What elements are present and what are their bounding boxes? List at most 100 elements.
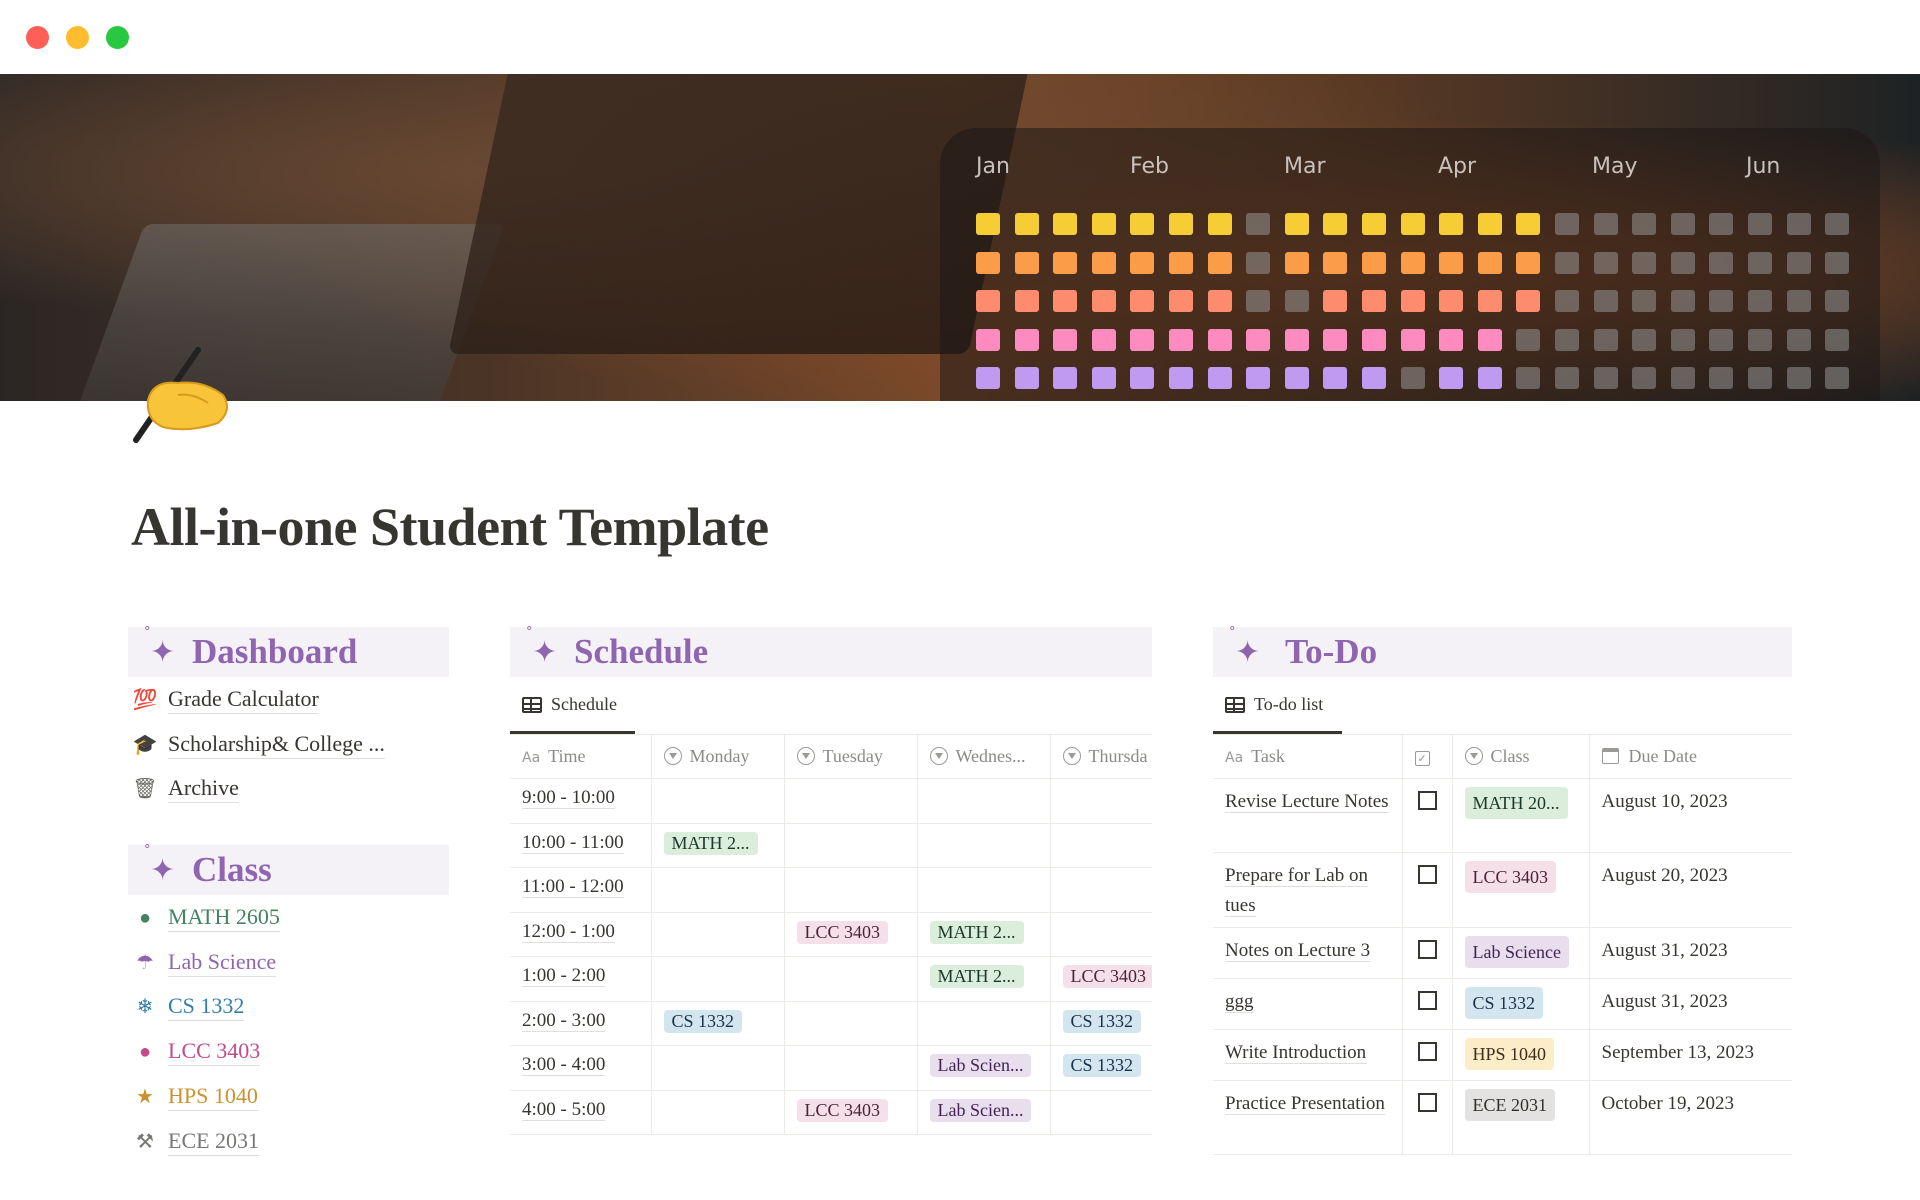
done-checkbox[interactable] — [1417, 991, 1437, 1010]
task-cell[interactable]: Notes on Lecture 3 — [1213, 927, 1403, 979]
due-date-cell[interactable]: August 20, 2023 — [1588, 852, 1792, 928]
class-cell[interactable]: HPS 1040 — [1451, 1029, 1590, 1081]
day-cell[interactable] — [783, 778, 918, 824]
day-cell[interactable] — [650, 778, 785, 824]
day-cell[interactable] — [1049, 867, 1152, 913]
day-cell[interactable] — [783, 1045, 918, 1091]
task-cell[interactable]: Prepare for Lab on tues — [1213, 852, 1403, 928]
close-window-button[interactable] — [26, 26, 49, 49]
table-row[interactable]: 11:00 - 12:00 — [510, 867, 1152, 913]
column-header[interactable]: Thursda — [1049, 734, 1152, 779]
column-header[interactable]: Wednes... — [916, 734, 1051, 779]
sidebar-item-hps-1040[interactable]: ★ HPS 1040 — [132, 1083, 258, 1111]
time-cell[interactable]: 4:00 - 5:00 — [510, 1089, 652, 1135]
day-cell[interactable] — [916, 778, 1051, 824]
table-row[interactable]: ggg CS 1332 August 31, 2023 — [1213, 978, 1792, 1030]
tab-schedule-view[interactable]: Schedule — [522, 694, 617, 715]
day-cell[interactable]: Lab Scien... — [916, 1045, 1051, 1091]
day-cell[interactable]: MATH 2... — [916, 911, 1051, 957]
time-cell[interactable]: 10:00 - 11:00 — [510, 822, 652, 868]
column-header[interactable]: Monday — [650, 734, 785, 779]
table-row[interactable]: Prepare for Lab on tues LCC 3403 August 20… — [1213, 852, 1792, 928]
sidebar-item-lab-science[interactable]: ☂ Lab Science — [132, 949, 277, 977]
day-cell[interactable] — [650, 1045, 785, 1091]
task-cell[interactable]: Write Introduction — [1213, 1029, 1403, 1081]
column-header[interactable]: ✓ — [1401, 734, 1453, 779]
column-header[interactable]: Tuesday — [783, 734, 918, 779]
time-cell[interactable]: 3:00 - 4:00 — [510, 1045, 652, 1091]
day-cell[interactable] — [1049, 778, 1152, 824]
day-cell[interactable]: LCC 3403 — [1049, 956, 1152, 1002]
sidebar-item-grade-calculator[interactable]: 💯 Grade Calculator — [132, 686, 319, 714]
done-checkbox[interactable] — [1417, 1093, 1437, 1112]
day-cell[interactable] — [650, 911, 785, 957]
table-row[interactable]: 12:00 - 1:00 LCC 3403 MATH 2... — [510, 911, 1152, 957]
done-checkbox[interactable] — [1417, 865, 1437, 884]
sidebar-item-archive[interactable]: 🗑 Archive — [132, 775, 239, 804]
table-row[interactable]: 3:00 - 4:00 Lab Scien... CS 1332 — [510, 1045, 1152, 1091]
minimize-window-button[interactable] — [66, 26, 89, 49]
class-cell[interactable]: MATH 20... — [1451, 778, 1590, 853]
due-date-cell[interactable]: October 19, 2023 — [1588, 1080, 1792, 1155]
due-date-cell[interactable]: August 10, 2023 — [1588, 778, 1792, 853]
day-cell[interactable] — [1049, 822, 1152, 868]
sidebar-item-lcc-3403[interactable]: ● LCC 3403 — [132, 1038, 261, 1067]
day-cell[interactable] — [783, 1000, 918, 1046]
class-cell[interactable]: ECE 2031 — [1451, 1080, 1590, 1155]
task-cell[interactable]: Revise Lecture Notes — [1213, 778, 1403, 853]
day-cell[interactable] — [783, 822, 918, 868]
day-cell[interactable]: CS 1332 — [650, 1000, 785, 1046]
time-cell[interactable]: 2:00 - 3:00 — [510, 1000, 652, 1046]
table-row[interactable]: 9:00 - 10:00 — [510, 778, 1152, 824]
day-cell[interactable] — [1049, 1089, 1152, 1135]
day-cell[interactable] — [1049, 911, 1152, 957]
table-row[interactable]: 2:00 - 3:00 CS 1332 CS 1332 — [510, 1000, 1152, 1046]
maximize-window-button[interactable] — [106, 26, 129, 49]
time-cell[interactable]: 9:00 - 10:00 — [510, 778, 652, 824]
due-date-cell[interactable]: August 31, 2023 — [1588, 927, 1792, 979]
table-row[interactable]: 4:00 - 5:00 LCC 3403 Lab Scien... — [510, 1089, 1152, 1135]
table-row[interactable]: Revise Lecture Notes MATH 20... August 10,… — [1213, 778, 1792, 853]
time-cell[interactable]: 1:00 - 2:00 — [510, 956, 652, 1002]
day-cell[interactable]: Lab Scien... — [916, 1089, 1051, 1135]
sidebar-item-math-2605[interactable]: ● MATH 2605 — [132, 904, 280, 932]
class-cell[interactable]: LCC 3403 — [1451, 852, 1590, 928]
day-cell[interactable] — [650, 867, 785, 913]
day-cell[interactable] — [916, 867, 1051, 913]
time-cell[interactable]: 11:00 - 12:00 — [510, 867, 652, 913]
day-cell[interactable] — [650, 1089, 785, 1135]
day-cell[interactable] — [650, 956, 785, 1002]
due-date-cell[interactable]: September 13, 2023 — [1588, 1029, 1792, 1081]
done-checkbox[interactable] — [1417, 1042, 1437, 1061]
done-checkbox[interactable] — [1417, 940, 1437, 959]
table-row[interactable]: Notes on Lecture 3 Lab Science August 31, … — [1213, 927, 1792, 979]
day-cell[interactable] — [783, 867, 918, 913]
sidebar-item-ece-2031[interactable]: ⚒ ECE 2031 — [132, 1128, 260, 1156]
task-cell[interactable]: Practice Presentation — [1213, 1080, 1403, 1155]
day-cell[interactable]: MATH 2... — [650, 822, 785, 868]
table-row[interactable]: 1:00 - 2:00 MATH 2... LCC 3403 — [510, 956, 1152, 1002]
column-header[interactable]: Aa Time — [510, 734, 652, 779]
table-row[interactable]: Practice Presentation ECE 2031 October 19,… — [1213, 1080, 1792, 1155]
day-cell[interactable]: CS 1332 — [1049, 1000, 1152, 1046]
day-cell[interactable]: MATH 2... — [916, 956, 1051, 1002]
sidebar-item-scholarship-college-[interactable]: 🎓 Scholarship& College ... — [132, 731, 385, 759]
day-cell[interactable] — [916, 822, 1051, 868]
day-cell[interactable] — [783, 956, 918, 1002]
column-header[interactable]: Class — [1451, 734, 1590, 779]
day-cell[interactable]: LCC 3403 — [783, 1089, 918, 1135]
day-cell[interactable] — [916, 1000, 1051, 1046]
table-row[interactable]: 10:00 - 11:00 MATH 2... — [510, 822, 1152, 868]
due-date-cell[interactable]: August 31, 2023 — [1588, 978, 1792, 1030]
day-cell[interactable]: LCC 3403 — [783, 911, 918, 957]
column-header[interactable]: Due Date — [1588, 734, 1792, 779]
time-cell[interactable]: 12:00 - 1:00 — [510, 911, 652, 957]
class-cell[interactable]: CS 1332 — [1451, 978, 1590, 1030]
tab-todo-list-view[interactable]: To-do list — [1225, 694, 1323, 715]
column-header[interactable]: Aa Task — [1213, 734, 1403, 779]
day-cell[interactable]: CS 1332 — [1049, 1045, 1152, 1091]
sidebar-item-cs-1332[interactable]: ❄ CS 1332 — [132, 993, 245, 1022]
task-cell[interactable]: ggg — [1213, 978, 1403, 1030]
table-row[interactable]: Write Introduction HPS 1040 September 13, … — [1213, 1029, 1792, 1081]
done-checkbox[interactable] — [1417, 791, 1437, 810]
